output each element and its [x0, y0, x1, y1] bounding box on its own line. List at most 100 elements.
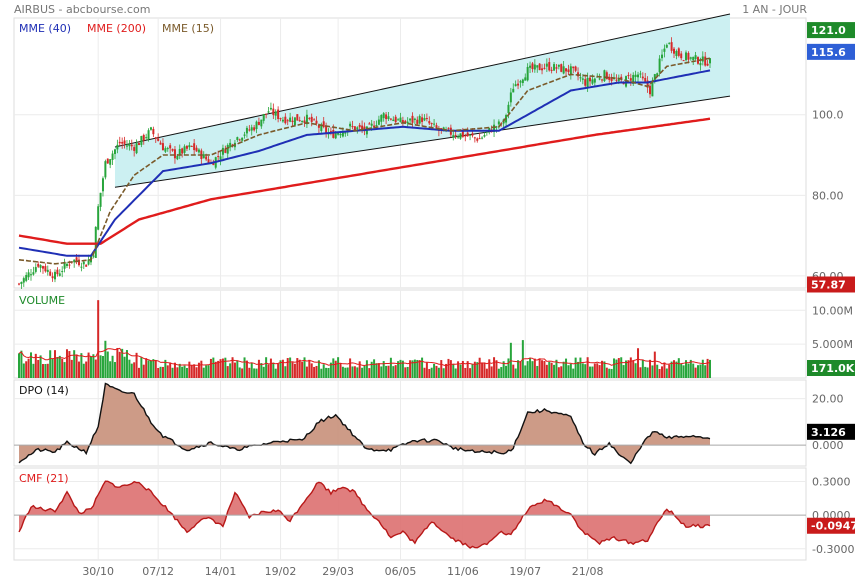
candle-body — [58, 273, 61, 276]
volume-bar — [629, 357, 632, 378]
candle-body — [639, 73, 642, 75]
candle-body — [193, 143, 196, 151]
candle-body — [665, 44, 668, 48]
volume-bar — [452, 364, 455, 378]
volume-bar — [409, 360, 412, 378]
candle-body — [572, 66, 575, 69]
candle-body — [173, 149, 176, 159]
candle-body — [464, 135, 467, 137]
candle-body — [632, 74, 635, 84]
candle-body — [591, 79, 594, 84]
volume-bar — [226, 366, 229, 378]
volume-bar — [533, 358, 536, 378]
volume-bar — [565, 358, 568, 378]
candle-body — [428, 121, 431, 124]
candle-body — [517, 83, 520, 86]
candle-body — [217, 156, 220, 158]
volume-bar — [56, 357, 59, 378]
volume-bar — [281, 359, 284, 378]
volume-bar — [557, 367, 560, 378]
volume-bar — [130, 363, 133, 378]
volume-bar — [380, 366, 383, 378]
candle-body — [651, 81, 654, 97]
volume-bar — [171, 367, 174, 378]
volume-bar — [493, 357, 496, 378]
candle-body — [226, 144, 229, 154]
volume-bar — [147, 360, 150, 378]
candle-body — [202, 154, 205, 159]
volume-bar — [65, 349, 68, 378]
candle-body — [183, 146, 186, 153]
y-tick-label: 80.00 — [812, 189, 844, 202]
volume-bar — [73, 350, 76, 378]
candle-body — [255, 121, 258, 130]
volume-bar — [99, 355, 102, 378]
volume-bar — [32, 363, 35, 378]
volume-bar — [641, 359, 644, 378]
candle-body — [685, 52, 688, 61]
candle-body — [284, 116, 287, 124]
volume-bar — [442, 368, 445, 378]
volume-bar — [169, 362, 172, 378]
candle-body — [313, 119, 316, 121]
candle-body — [461, 130, 464, 137]
cmf-badge: -0.0947 — [811, 520, 855, 533]
volume-bar — [260, 363, 263, 378]
candle-body — [406, 121, 409, 124]
volume-bar — [709, 359, 711, 378]
volume-bar — [219, 359, 222, 378]
volume-bar — [401, 360, 404, 378]
candle-body — [257, 121, 260, 125]
candle-body — [92, 255, 95, 257]
candle-body — [154, 137, 157, 139]
candle-body — [627, 75, 630, 77]
volume-bar — [267, 364, 270, 378]
volume-bar — [634, 363, 637, 378]
volume-bar — [548, 361, 551, 378]
volume-bar — [322, 364, 325, 378]
period-label[interactable]: 1 AN - JOUR — [742, 3, 807, 16]
candle-body — [262, 114, 265, 121]
volume-bar — [423, 367, 426, 378]
candle-body — [353, 126, 356, 131]
candle-body — [509, 92, 512, 103]
volume-bar — [617, 358, 620, 378]
volume-bar — [121, 348, 124, 378]
candle-body — [53, 271, 56, 280]
candle-body — [303, 120, 306, 123]
volume-bar — [133, 362, 136, 378]
volume-bar — [46, 363, 49, 378]
volume-bar — [173, 362, 176, 378]
volume-bar — [185, 367, 188, 378]
candle-body — [188, 145, 191, 148]
candle-body — [687, 52, 690, 60]
volume-bar — [497, 368, 500, 378]
y-tick-label: 10.00M — [812, 304, 853, 317]
volume-bar — [241, 368, 244, 378]
candle-body — [656, 73, 659, 76]
volume-bar — [305, 366, 308, 378]
volume-bar — [670, 361, 673, 378]
volume-bar — [476, 362, 479, 378]
volume-bar — [238, 367, 241, 378]
candle-body — [560, 64, 563, 72]
candle-body — [485, 131, 488, 133]
candle-body — [286, 120, 289, 122]
volume-bar — [524, 365, 527, 378]
volume-bar — [293, 363, 296, 378]
volume-bar — [317, 360, 320, 378]
legend-entry: VOLUME — [19, 294, 65, 307]
volume-bar — [34, 353, 37, 378]
candle-body — [310, 116, 313, 122]
candle-body — [130, 144, 133, 147]
candle-body — [397, 119, 400, 121]
volume-bar — [589, 366, 592, 378]
volume-bar — [128, 359, 131, 378]
volume-bar — [315, 365, 318, 378]
candle-body — [243, 134, 246, 136]
volume-badge: 171.0K — [811, 362, 855, 375]
candle-body — [531, 63, 534, 70]
volume-bar — [106, 351, 109, 378]
x-tick-label: 29/03 — [322, 565, 354, 578]
candle-body — [375, 124, 378, 126]
